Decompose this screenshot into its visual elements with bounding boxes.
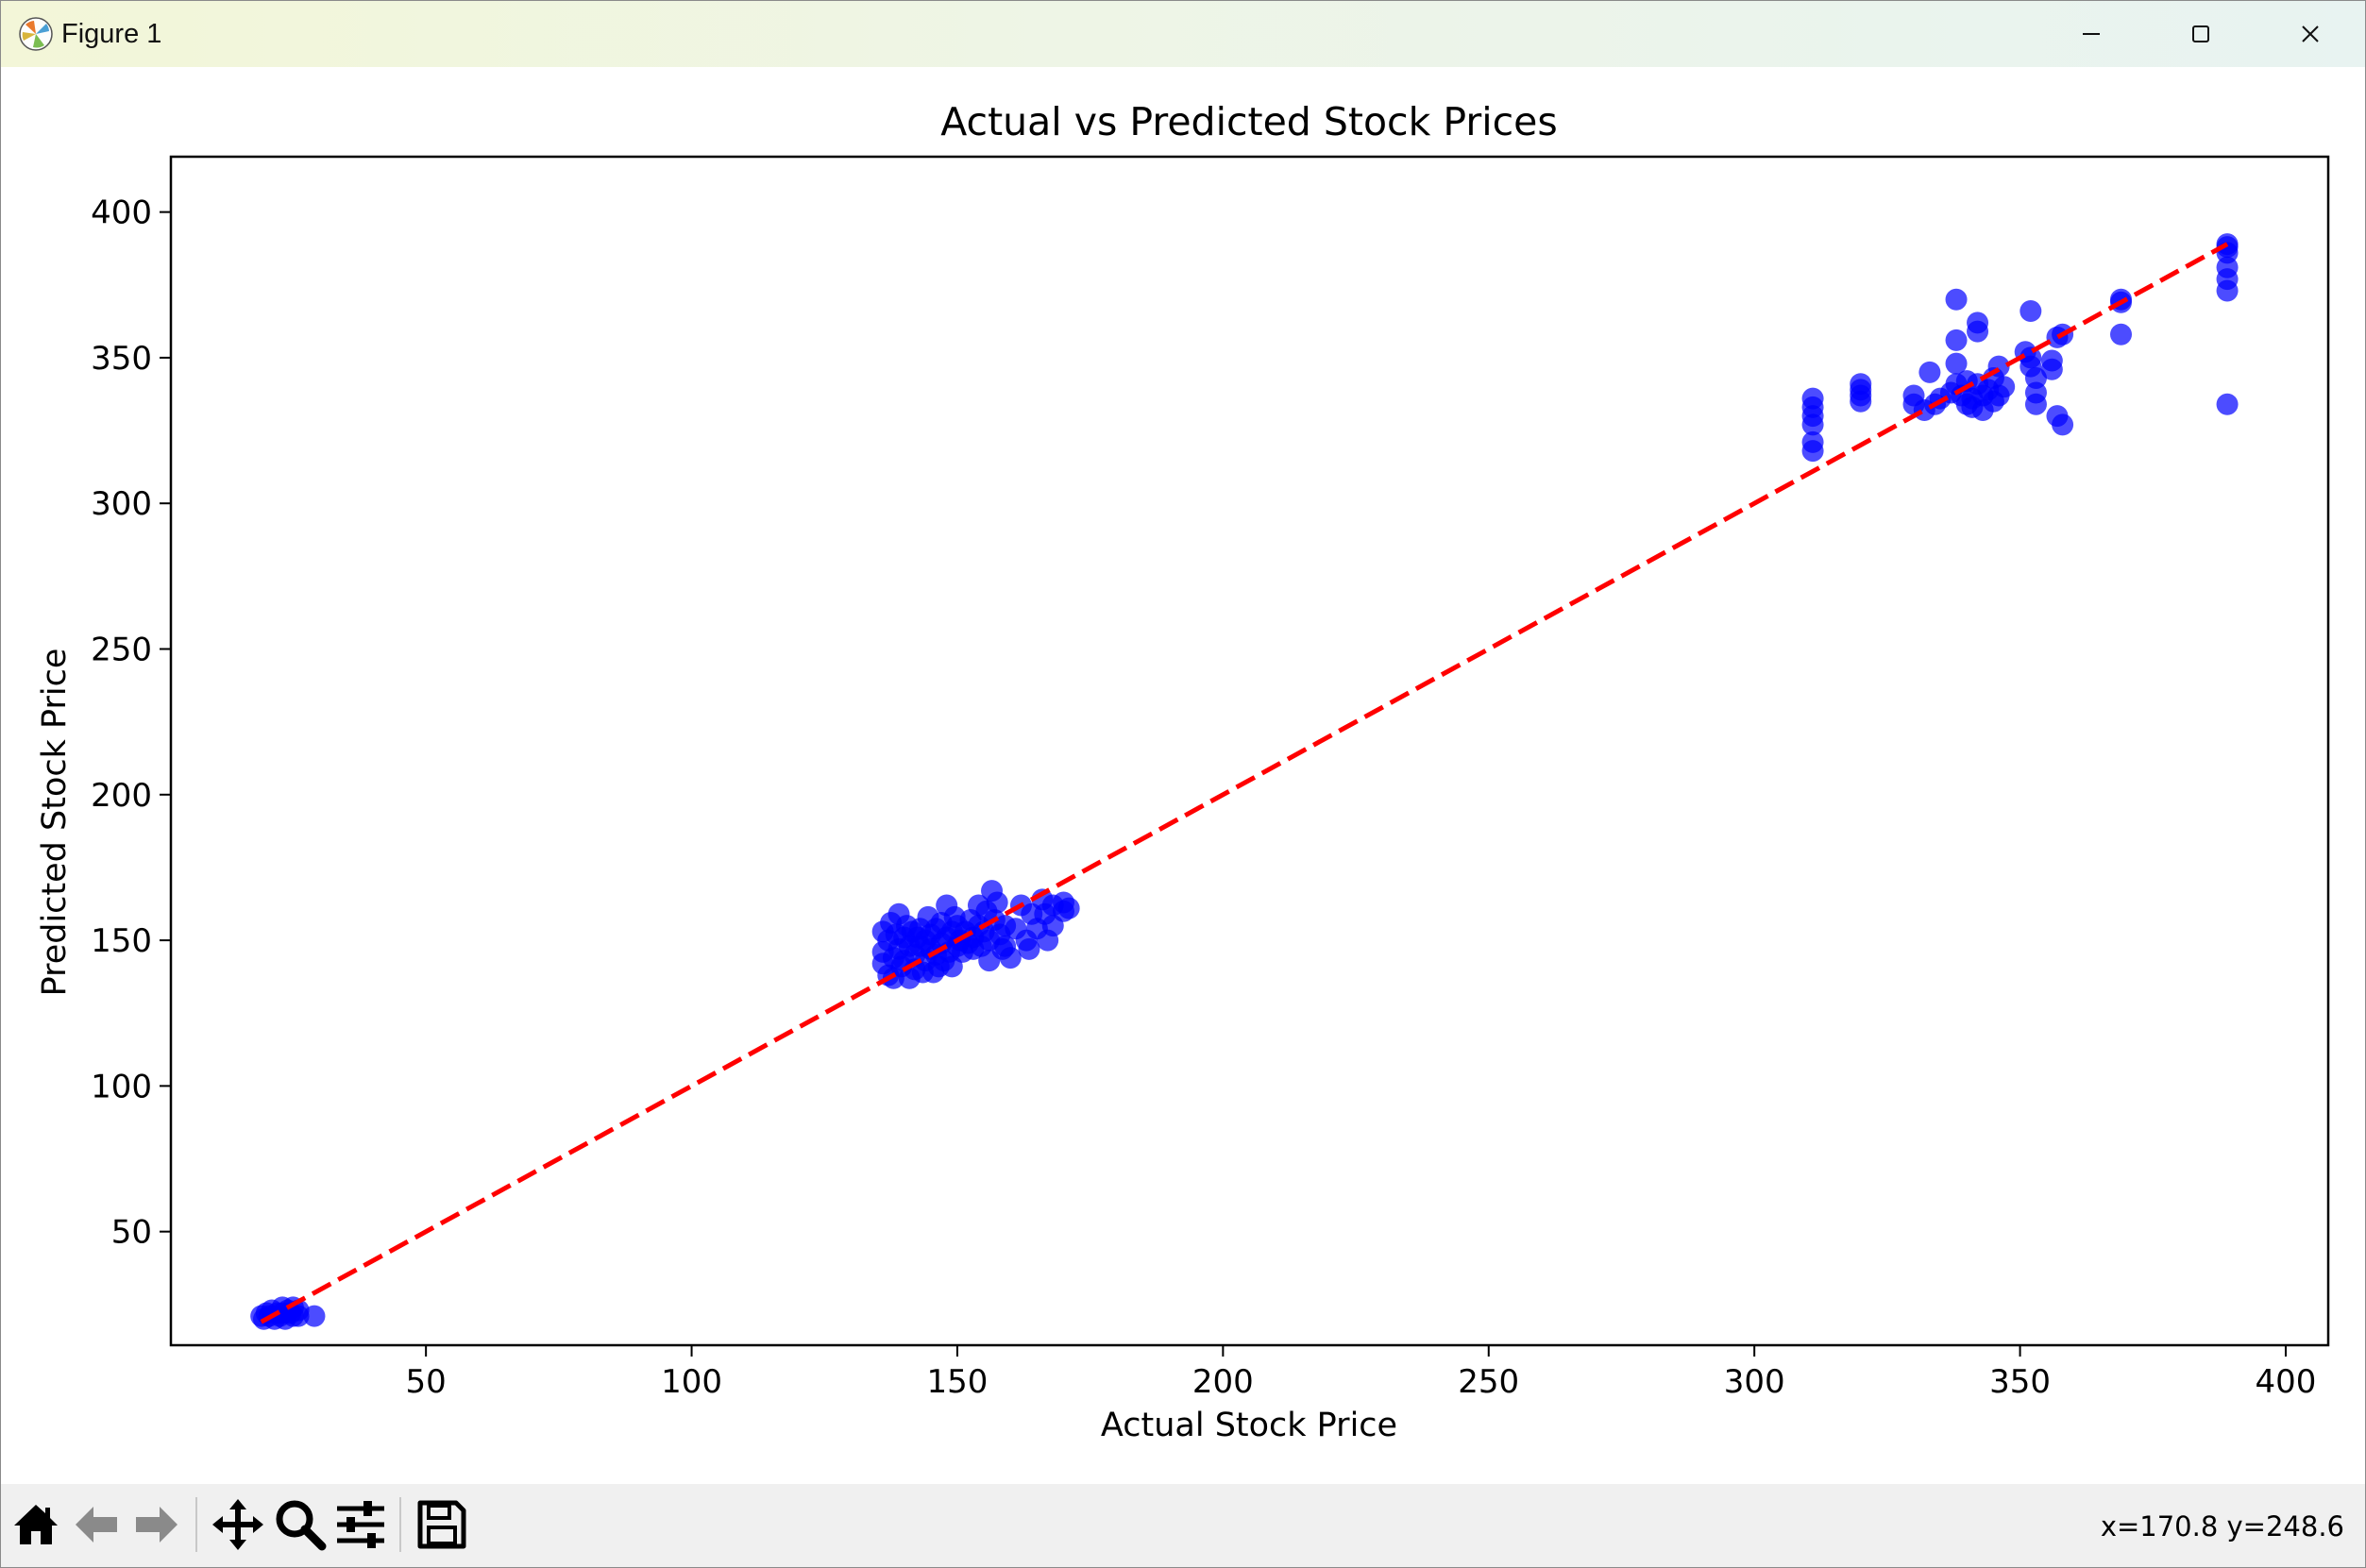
- y-tick-label: 250: [91, 631, 152, 668]
- chart-title: Actual vs Predicted Stock Prices: [940, 99, 1558, 144]
- scatter-chart[interactable]: Actual vs Predicted Stock Prices 50 100 15…: [1, 67, 2365, 1484]
- x-tick-label: 150: [927, 1363, 989, 1401]
- home-button[interactable]: [7, 1495, 65, 1554]
- forward-button[interactable]: [127, 1495, 186, 1554]
- x-tick-label: 100: [661, 1363, 722, 1401]
- close-icon: [2302, 25, 2319, 42]
- configure-subplots-icon: [337, 1501, 384, 1548]
- x-axis-label: Actual Stock Price: [1101, 1407, 1397, 1444]
- maximize-button[interactable]: [2146, 1, 2256, 67]
- scatter-point: [1945, 352, 1968, 375]
- x-tick-label: 200: [1192, 1363, 1254, 1401]
- pan-icon: [212, 1499, 263, 1550]
- scatter-point: [2216, 393, 2239, 415]
- scatter-point: [287, 1305, 310, 1327]
- zoom-button[interactable]: [271, 1495, 330, 1554]
- back-button[interactable]: [67, 1495, 126, 1554]
- scatter-point: [1018, 937, 1040, 960]
- matplotlib-logo-icon: [18, 16, 54, 52]
- scatter-point: [1967, 320, 1989, 343]
- toolbar-separator: [399, 1497, 401, 1552]
- configure-subplots-button[interactable]: [331, 1495, 390, 1554]
- y-tick-label: 200: [91, 777, 152, 815]
- scatter-point: [2024, 393, 2047, 415]
- scatter-point: [2216, 279, 2239, 302]
- x-tick-label: 50: [406, 1363, 447, 1401]
- title-bar: Figure 1: [1, 1, 2365, 67]
- scatter-point: [2052, 413, 2074, 436]
- scatter-point: [1850, 390, 1872, 413]
- axes-frame: [169, 155, 2330, 1347]
- y-tick-label: 350: [91, 340, 152, 378]
- forward-arrow-icon: [136, 1507, 177, 1543]
- save-button[interactable]: [413, 1495, 471, 1554]
- back-arrow-icon: [76, 1507, 117, 1543]
- scatter-point: [1801, 413, 1824, 436]
- x-tick-label: 400: [2256, 1363, 2317, 1401]
- cursor-coordinates: x=170.8 y=248.6: [2100, 1510, 2344, 1543]
- scatter-point: [1918, 361, 1941, 383]
- scatter-point: [986, 891, 1008, 914]
- scatter-point: [2110, 323, 2133, 346]
- figure-canvas[interactable]: Actual vs Predicted Stock Prices 50 100 15…: [1, 67, 2365, 1484]
- scatter-point: [1945, 329, 1968, 351]
- y-axis-label: Predicted Stock Price: [36, 649, 74, 997]
- pan-button[interactable]: [209, 1495, 267, 1554]
- scatter-point: [2040, 358, 2063, 380]
- y-tick-label: 300: [91, 485, 152, 523]
- window-title: Figure 1: [61, 19, 162, 49]
- toolbar-separator: [195, 1497, 197, 1552]
- scatter-points: [250, 233, 2239, 1330]
- close-button[interactable]: [2256, 1, 2365, 67]
- x-tick-label: 250: [1458, 1363, 1519, 1401]
- save-icon: [417, 1500, 466, 1549]
- scatter-point: [303, 1305, 326, 1327]
- home-icon: [14, 1505, 58, 1544]
- maximize-icon: [2192, 25, 2209, 42]
- y-tick-label: 150: [91, 922, 152, 960]
- scatter-point: [1945, 288, 1968, 311]
- scatter-point: [1057, 897, 1080, 919]
- scatter-point: [2020, 300, 2042, 323]
- scatter-point: [1993, 376, 2016, 398]
- scatter-point: [1801, 440, 1824, 463]
- reference-line: [260, 242, 2229, 1324]
- scatter-point: [999, 947, 1022, 969]
- zoom-icon: [276, 1500, 327, 1551]
- navigation-toolbar: x=170.8 y=248.6: [1, 1484, 2365, 1567]
- y-tick-label: 100: [91, 1068, 152, 1105]
- x-tick-label: 300: [1724, 1363, 1785, 1401]
- y-tick-label: 400: [91, 194, 152, 232]
- minimize-button[interactable]: [2036, 1, 2146, 67]
- minimize-icon: [2083, 33, 2100, 35]
- y-tick-label: 50: [111, 1214, 152, 1252]
- x-tick-label: 350: [1989, 1363, 2051, 1401]
